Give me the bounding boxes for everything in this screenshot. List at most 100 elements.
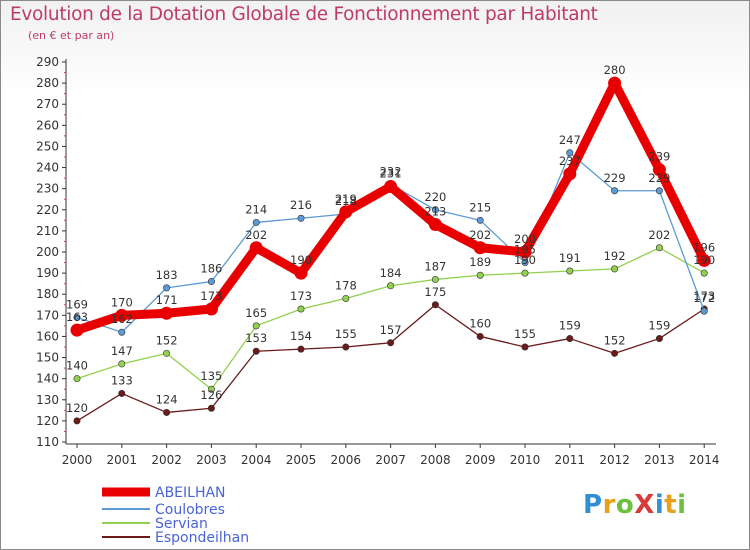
data-point-servian bbox=[611, 265, 619, 273]
data-label: 184 bbox=[380, 266, 402, 280]
data-point-servian bbox=[252, 322, 260, 330]
data-point-espondeilhan bbox=[387, 339, 395, 347]
data-point-coulobres bbox=[476, 216, 484, 224]
y-tick-label: 250 bbox=[36, 139, 59, 153]
legend-label-espondeilhan: Espondeilhan bbox=[155, 530, 249, 546]
data-label: 178 bbox=[335, 278, 357, 292]
data-point-coulobres bbox=[566, 149, 574, 157]
data-point-abeilhan bbox=[115, 308, 129, 322]
logo-letter: X bbox=[634, 490, 655, 520]
y-tick-label: 220 bbox=[36, 203, 59, 217]
data-point-coulobres bbox=[252, 218, 260, 226]
data-point-servian bbox=[342, 294, 350, 302]
data-label: 135 bbox=[200, 369, 222, 383]
data-point-coulobres bbox=[207, 278, 215, 286]
y-tick-label: 290 bbox=[36, 55, 59, 69]
data-point-espondeilhan bbox=[342, 343, 350, 351]
data-label: 190 bbox=[290, 253, 312, 267]
data-point-abeilhan bbox=[160, 306, 174, 320]
data-label: 231 bbox=[380, 167, 402, 181]
data-label: 162 bbox=[111, 312, 133, 326]
data-point-abeilhan bbox=[518, 245, 532, 259]
data-label: 280 bbox=[604, 63, 626, 77]
data-label: 229 bbox=[648, 171, 670, 185]
x-tick-label: 2007 bbox=[375, 453, 406, 467]
data-point-espondeilhan bbox=[611, 349, 619, 357]
data-point-coulobres bbox=[700, 307, 708, 315]
data-label: 147 bbox=[111, 344, 133, 358]
x-tick-label: 2008 bbox=[420, 453, 451, 467]
data-label: 195 bbox=[514, 243, 536, 257]
data-label: 120 bbox=[66, 401, 88, 415]
y-tick-label: 150 bbox=[36, 351, 59, 365]
data-point-servian bbox=[521, 269, 529, 277]
data-label: 187 bbox=[424, 259, 446, 273]
x-tick-label: 2005 bbox=[286, 453, 317, 467]
data-point-coulobres bbox=[611, 187, 619, 195]
y-tick-label: 260 bbox=[36, 118, 59, 132]
data-label: 186 bbox=[200, 262, 222, 276]
x-tick-label: 2004 bbox=[241, 453, 272, 467]
data-label: 169 bbox=[66, 297, 88, 311]
data-label: 214 bbox=[245, 202, 267, 216]
data-label: 152 bbox=[156, 333, 178, 347]
data-point-espondeilhan bbox=[655, 335, 663, 343]
data-point-espondeilhan bbox=[163, 408, 171, 416]
logo-letter: t bbox=[664, 490, 678, 520]
data-label: 247 bbox=[559, 133, 581, 147]
data-point-abeilhan bbox=[204, 302, 218, 316]
data-point-servian bbox=[476, 271, 484, 279]
x-tick-label: 2010 bbox=[510, 453, 541, 467]
data-label: 155 bbox=[335, 327, 357, 341]
x-tick-label: 2014 bbox=[689, 453, 720, 467]
data-point-abeilhan bbox=[428, 218, 442, 232]
data-label: 202 bbox=[245, 228, 267, 242]
data-label: 175 bbox=[424, 285, 446, 299]
data-point-coulobres bbox=[655, 187, 663, 195]
data-point-coulobres bbox=[118, 328, 126, 336]
data-label: 163 bbox=[66, 310, 88, 324]
logo-letter: o bbox=[615, 490, 635, 520]
data-label: 173 bbox=[200, 289, 222, 303]
data-point-servian bbox=[163, 349, 171, 357]
data-point-espondeilhan bbox=[252, 347, 260, 355]
y-tick-label: 200 bbox=[36, 245, 59, 259]
data-label: 154 bbox=[290, 329, 312, 343]
data-label: 153 bbox=[245, 331, 267, 345]
data-point-servian bbox=[655, 244, 663, 252]
data-label: 219 bbox=[335, 192, 357, 206]
data-label: 202 bbox=[648, 228, 670, 242]
data-label: 173 bbox=[290, 289, 312, 303]
logo-letter: i bbox=[654, 490, 665, 520]
data-label: 171 bbox=[156, 293, 178, 307]
data-point-abeilhan bbox=[249, 241, 263, 255]
x-tick-label: 2013 bbox=[644, 453, 675, 467]
data-point-abeilhan bbox=[70, 323, 84, 337]
data-point-abeilhan bbox=[339, 205, 353, 219]
y-tick-label: 140 bbox=[36, 372, 59, 386]
data-label: 216 bbox=[290, 198, 312, 212]
data-point-coulobres bbox=[297, 214, 305, 222]
data-point-abeilhan bbox=[652, 163, 666, 177]
data-label: 173 bbox=[693, 289, 715, 303]
data-label: 152 bbox=[604, 333, 626, 347]
x-tick-label: 2012 bbox=[599, 453, 630, 467]
y-tick-label: 130 bbox=[36, 393, 59, 407]
proxiti-logo: ProXiti bbox=[583, 490, 687, 520]
legend-label-coulobres: Coulobres bbox=[155, 502, 225, 518]
data-point-espondeilhan bbox=[297, 345, 305, 353]
data-label: 172 bbox=[693, 291, 715, 305]
x-tick-label: 2006 bbox=[331, 453, 362, 467]
x-tick-label: 2011 bbox=[555, 453, 586, 467]
data-point-abeilhan bbox=[294, 266, 308, 280]
y-tick-label: 210 bbox=[36, 224, 59, 238]
y-tick-label: 110 bbox=[36, 435, 59, 449]
data-label: 183 bbox=[156, 268, 178, 282]
data-label: 159 bbox=[648, 319, 670, 333]
data-point-servian bbox=[73, 375, 81, 383]
y-tick-label: 240 bbox=[36, 161, 59, 175]
data-label: 202 bbox=[469, 228, 491, 242]
data-point-espondeilhan bbox=[566, 335, 574, 343]
data-point-coulobres bbox=[431, 206, 439, 214]
